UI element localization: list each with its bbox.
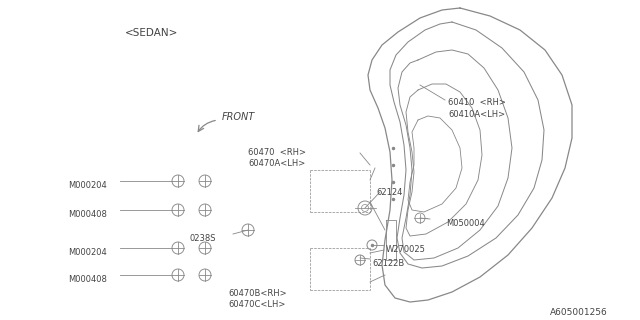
Text: 60470B<RH>: 60470B<RH> bbox=[228, 289, 287, 298]
Text: 60470C<LH>: 60470C<LH> bbox=[228, 300, 285, 309]
Text: 60470A<LH>: 60470A<LH> bbox=[248, 159, 305, 168]
Text: M000408: M000408 bbox=[68, 210, 107, 219]
Text: 60470  <RH>: 60470 <RH> bbox=[248, 148, 306, 157]
Text: M000408: M000408 bbox=[68, 275, 107, 284]
Text: M000204: M000204 bbox=[68, 248, 107, 257]
Text: A605001256: A605001256 bbox=[550, 308, 608, 317]
Text: W270025: W270025 bbox=[386, 245, 426, 254]
Text: 62122B: 62122B bbox=[372, 259, 404, 268]
Text: 0238S: 0238S bbox=[190, 234, 216, 243]
Text: 62124: 62124 bbox=[376, 188, 403, 197]
Text: M050004: M050004 bbox=[446, 219, 484, 228]
Text: M000204: M000204 bbox=[68, 181, 107, 190]
Text: 60410A<LH>: 60410A<LH> bbox=[448, 110, 505, 119]
Text: 60410  <RH>: 60410 <RH> bbox=[448, 98, 506, 107]
Text: <SEDAN>: <SEDAN> bbox=[125, 28, 179, 38]
Text: FRONT: FRONT bbox=[222, 112, 255, 122]
